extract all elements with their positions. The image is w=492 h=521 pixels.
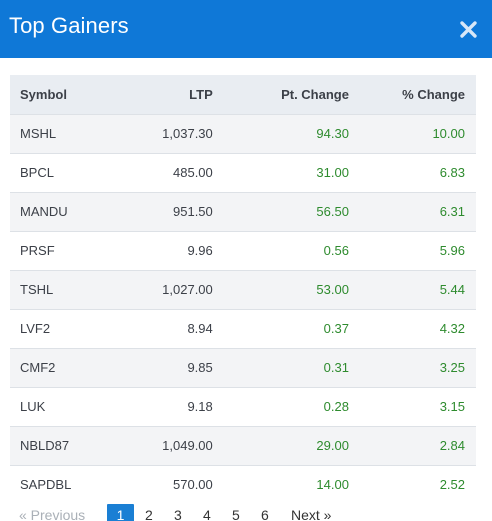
cell-ltp: 9.85 (187, 360, 213, 375)
cell-pt-change: 0.28 (323, 399, 349, 414)
cell-ltp: 570.00 (173, 477, 213, 493)
cell-pct-change: 6.31 (439, 204, 465, 219)
cell-ltp: 1,037.30 (162, 126, 213, 141)
table-row[interactable]: PRSF 9.96 0.56 5.96 (10, 231, 476, 270)
cell-pt-change: 0.56 (323, 243, 349, 258)
pagination-previous[interactable]: « Previous (19, 507, 86, 521)
cell-pt-change: 53.00 (316, 282, 349, 297)
cell-ltp: 9.18 (187, 399, 213, 414)
cell-pct-change: 5.44 (439, 282, 465, 297)
cell-ltp: 485.00 (173, 165, 213, 180)
pagination-page-1[interactable]: 1 (107, 504, 134, 521)
table-row[interactable]: MSHL 1,037.30 94.30 10.00 (10, 114, 476, 153)
pagination: « Previous 1 2 3 4 5 6 Next » (0, 503, 492, 521)
cell-pt-change: 29.00 (316, 438, 349, 453)
cell-pt-change: 31.00 (316, 165, 349, 180)
cell-symbol: NBLD87 (20, 438, 70, 453)
cell-symbol: PRSF (20, 243, 55, 258)
close-button[interactable] (456, 15, 482, 43)
cell-pt-change: 56.50 (316, 204, 349, 219)
cell-pct-change: 10.00 (432, 126, 465, 141)
cell-pt-change: 94.30 (316, 126, 349, 141)
cell-pct-change: 2.52 (439, 477, 465, 493)
cell-pct-change: 6.83 (439, 165, 465, 180)
cell-symbol: CMF2 (20, 360, 56, 375)
column-header-ltp[interactable]: LTP (189, 86, 213, 102)
cell-symbol: TSHL (20, 282, 54, 297)
column-header-symbol[interactable]: Symbol (20, 86, 67, 102)
gainers-table-container: Symbol LTP Pt. Change % Change MSHL 1,03… (10, 75, 476, 504)
cell-ltp: 951.50 (173, 204, 213, 219)
cell-pct-change: 4.32 (439, 321, 465, 336)
cell-pct-change: 3.25 (439, 360, 465, 375)
cell-pt-change: 0.31 (323, 360, 349, 375)
cell-pct-change: 5.96 (439, 243, 465, 258)
table-row[interactable]: LUK 9.18 0.28 3.15 (10, 387, 476, 426)
table-header-row: Symbol LTP Pt. Change % Change (10, 75, 476, 114)
cell-pct-change: 2.84 (439, 438, 465, 453)
table-row[interactable]: MANDU 951.50 56.50 6.31 (10, 192, 476, 231)
cell-ltp: 9.96 (187, 243, 213, 258)
cell-pt-change: 14.00 (316, 477, 349, 493)
cell-symbol: LVF2 (20, 321, 51, 336)
cell-symbol: SAPDBL (20, 477, 72, 493)
table-row[interactable]: LVF2 8.94 0.37 4.32 (10, 309, 476, 348)
close-icon (460, 21, 477, 38)
cell-ltp: 1,027.00 (162, 282, 213, 297)
cell-symbol: MSHL (20, 126, 57, 141)
modal-header: Top Gainers (0, 0, 492, 58)
table-row[interactable]: CMF2 9.85 0.31 3.25 (10, 348, 476, 387)
pagination-page-6[interactable]: 6 (261, 507, 269, 521)
cell-pt-change: 0.37 (323, 321, 349, 336)
table-row[interactable]: NBLD87 1,049.00 29.00 2.84 (10, 426, 476, 465)
cell-symbol: BPCL (20, 165, 54, 180)
cell-ltp: 8.94 (187, 321, 213, 336)
modal-title: Top Gainers (9, 13, 129, 38)
pagination-page-3[interactable]: 3 (174, 507, 182, 521)
table-row[interactable]: SAPDBL 570.00 14.00 2.52 (10, 465, 476, 504)
pagination-page-2[interactable]: 2 (145, 507, 153, 521)
pagination-next[interactable]: Next » (291, 507, 332, 521)
cell-ltp: 1,049.00 (162, 438, 213, 453)
table-row[interactable]: BPCL 485.00 31.00 6.83 (10, 153, 476, 192)
pagination-page-4[interactable]: 4 (203, 507, 211, 521)
cell-pct-change: 3.15 (439, 399, 465, 414)
gainers-table: Symbol LTP Pt. Change % Change MSHL 1,03… (10, 75, 476, 504)
cell-symbol: LUK (20, 399, 46, 414)
cell-symbol: MANDU (20, 204, 68, 219)
column-header-pct-change[interactable]: % Change (402, 86, 465, 102)
pagination-page-5[interactable]: 5 (232, 507, 240, 521)
table-row[interactable]: TSHL 1,027.00 53.00 5.44 (10, 270, 476, 309)
column-header-pt-change[interactable]: Pt. Change (281, 86, 349, 102)
table-body: MSHL 1,037.30 94.30 10.00 BPCL 485.00 31… (10, 114, 476, 504)
